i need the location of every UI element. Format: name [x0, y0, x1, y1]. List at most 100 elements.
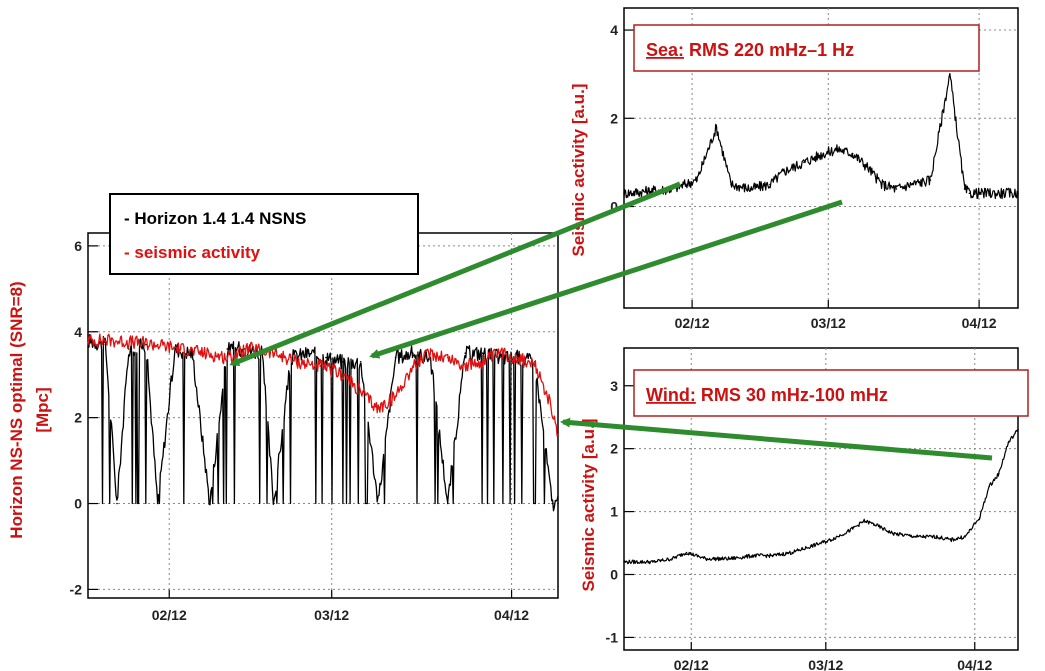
- wind-series-line-0: [623, 429, 1019, 565]
- horizon-series-point: [203, 352, 205, 355]
- horizon-series-point: [359, 361, 362, 363]
- horizon-ytick-label: 0: [74, 496, 82, 512]
- horizon-series-point: [481, 352, 484, 355]
- wind-series-point: [623, 561, 625, 563]
- horizon-series-point: [464, 352, 467, 355]
- wind-series-point: [772, 554, 774, 557]
- wind-label-frame: [633, 369, 1029, 417]
- sea-series-point: [1002, 192, 1005, 195]
- wind-series-point: [1007, 441, 1010, 444]
- sea-ytick-label: 2: [610, 110, 618, 126]
- wind-ytick-label: 3: [610, 378, 618, 394]
- horizon-series-point: [534, 365, 536, 367]
- wind-label-prefix: Wind:: [646, 385, 696, 405]
- sea-series-point: [910, 183, 912, 186]
- horizon-legend: - Horizon 1.4 1.4 NSNS - seismic activit…: [109, 193, 419, 275]
- sea-series: [623, 73, 1019, 200]
- horizon-ytick-label: 2: [74, 410, 82, 426]
- legend-entry-seismic: - seismic activity: [124, 243, 261, 262]
- sea-label: Sea: RMS 220 mHz–1 Hz: [646, 40, 854, 60]
- horizon-series-point: [307, 352, 310, 355]
- horizon-series-point: [116, 502, 118, 505]
- horizon-series-point: [377, 502, 379, 505]
- sea-series-point: [881, 183, 883, 186]
- horizon-series-point: [394, 356, 397, 359]
- correlation-arrows: [229, 181, 993, 461]
- sea-xtick-label: 03/12: [811, 315, 846, 331]
- horizon-legend-box: [109, 193, 419, 275]
- horizon-series-point: [249, 348, 252, 350]
- horizon-series-point: [325, 356, 327, 359]
- wind-series-point: [988, 485, 990, 488]
- horizon-series-point: [110, 339, 112, 342]
- horizon-series-point: [557, 502, 559, 505]
- wind-arrow: [560, 417, 993, 461]
- horizon-series-point: [272, 352, 275, 355]
- sea-series-point: [696, 179, 698, 181]
- wind-label: Wind: RMS 30 mHz-100 mHz: [646, 385, 888, 405]
- wind-series-point: [964, 536, 966, 538]
- wind-series-point: [728, 558, 731, 560]
- sea-ylabel: Seismic activity [a.u.]: [569, 84, 588, 257]
- wind-series-point: [829, 539, 832, 541]
- horizon-panel: 02/12 03/12 04/12 -2 0 2 4 6 - Horizon 1.4 1.4 …: [7, 193, 559, 623]
- wind-ytick-label: 0: [610, 567, 618, 583]
- sea-series-point: [851, 152, 854, 155]
- horizon-series-point: [156, 502, 159, 505]
- horizon-series-point: [464, 365, 467, 367]
- horizon-series-point: [209, 502, 211, 505]
- wind-series-point: [652, 561, 654, 563]
- sea-label-box: Sea: RMS 220 mHz–1 Hz: [633, 24, 980, 72]
- horizon-series-point: [104, 343, 107, 346]
- wind-xtick-label: 03/12: [808, 657, 843, 671]
- horizon-ticks: 02/12 03/12 04/12 -2 0 2 4 6: [70, 238, 530, 623]
- horizon-series-point: [551, 502, 553, 505]
- wind-series-point: [873, 523, 875, 525]
- sea-series-point: [983, 192, 985, 195]
- wind-series-point: [849, 529, 851, 532]
- wind-panel: 02/12 03/12 04/12 -1 0 1 2 3 Wind: RMS 30 mHz-1…: [579, 347, 1029, 671]
- wind-series: [623, 429, 1019, 565]
- horizon-xtick-label: 04/12: [494, 607, 529, 623]
- horizon-series-point: [499, 352, 501, 355]
- sea-series-point: [730, 183, 732, 186]
- wind-series-point: [949, 539, 952, 541]
- wind-series-point: [863, 520, 865, 522]
- wind-series-point: [810, 545, 813, 547]
- wind-series-point: [998, 473, 1000, 475]
- wind-series-point: [892, 532, 894, 535]
- sea-series-point: [895, 188, 898, 190]
- wind-xtick-label: 04/12: [957, 657, 992, 671]
- horizon-ytick-label: 6: [74, 238, 82, 254]
- sea-series-point: [1017, 192, 1019, 195]
- sea-label-prefix: Sea:: [646, 40, 684, 60]
- horizon-series-point: [174, 348, 176, 350]
- horizon-ytick-label: -2: [70, 581, 83, 597]
- horizon-series-point: [412, 352, 414, 355]
- sea-series-point: [866, 166, 868, 168]
- wind-ytick-label: 2: [610, 441, 618, 457]
- wind-xtick-label: 02/12: [674, 657, 709, 671]
- sea-arrow-2: [369, 199, 843, 359]
- horizon-series-point: [133, 341, 136, 344]
- wind-series-point: [935, 536, 938, 538]
- sea-arrow-1: [229, 181, 681, 367]
- horizon-series-point: [156, 343, 159, 346]
- horizon-series-point: [342, 373, 345, 376]
- horizon-series: [87, 333, 559, 512]
- horizon-y-axis-label: Horizon NS-NS optimal (SNR=8) [Mpc]: [7, 281, 52, 538]
- horizon-series-point: [429, 352, 432, 355]
- wind-ticks: 02/12 03/12 04/12 -1 0 1 2 3: [606, 378, 993, 671]
- wind-series-point: [791, 551, 793, 554]
- wind-series-point: [671, 558, 673, 560]
- horizon-grid: [88, 233, 558, 598]
- horizon-series-point: [412, 365, 414, 367]
- horizon-xtick-label: 02/12: [152, 607, 187, 623]
- horizon-series-point: [342, 361, 345, 363]
- sea-series-point: [749, 188, 752, 190]
- sea-series-point: [623, 192, 625, 195]
- horizon-series-point: [226, 356, 229, 359]
- sea-series-point: [647, 190, 650, 192]
- sea-series-point: [783, 170, 786, 172]
